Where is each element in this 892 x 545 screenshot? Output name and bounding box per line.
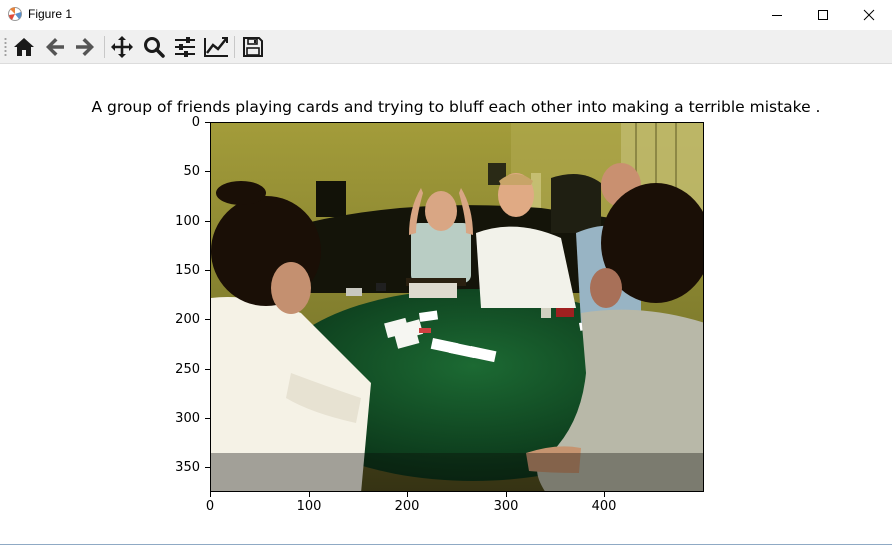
- edit-axis-button[interactable]: [202, 34, 230, 60]
- maximize-button[interactable]: [800, 0, 846, 30]
- y-tick-label: 100: [175, 214, 200, 229]
- minimize-icon: [772, 15, 782, 16]
- title-bar: Figure 1: [0, 0, 892, 30]
- back-button[interactable]: [41, 34, 69, 60]
- poker-table-photo: [211, 123, 703, 491]
- figure-title: A group of friends playing cards and try…: [91, 98, 821, 116]
- y-tick-label: 300: [175, 411, 200, 426]
- maximize-icon: [818, 10, 828, 20]
- x-tick: [407, 492, 408, 497]
- x-tick-label: 300: [493, 499, 519, 514]
- x-tick: [210, 492, 211, 497]
- zoom-button[interactable]: [140, 34, 168, 60]
- y-tick-label: 200: [175, 312, 200, 327]
- toolbar-separator: [234, 36, 235, 58]
- y-tick-label: 350: [175, 460, 200, 475]
- floppy-disk-icon: [243, 37, 263, 57]
- close-icon: [863, 9, 875, 21]
- y-tick-label: 0: [191, 115, 200, 130]
- window-title: Figure 1: [28, 7, 73, 21]
- line-chart-icon: [204, 37, 228, 57]
- y-tick-label: 50: [183, 164, 200, 179]
- configure-subplots-button[interactable]: [171, 34, 199, 60]
- home-button[interactable]: [10, 34, 38, 60]
- y-tick: [205, 122, 210, 123]
- y-tick: [205, 221, 210, 222]
- x-tick-label: 0: [205, 499, 215, 514]
- pan-button[interactable]: [108, 34, 136, 60]
- image-axes[interactable]: [210, 122, 704, 492]
- sliders-icon: [175, 37, 195, 57]
- x-tick: [309, 492, 310, 497]
- x-tick: [506, 492, 507, 497]
- y-tick-label: 150: [175, 263, 200, 278]
- x-tick: [604, 492, 605, 497]
- y-tick-label: 250: [175, 362, 200, 377]
- y-tick: [205, 369, 210, 370]
- save-button[interactable]: [239, 34, 267, 60]
- arrow-right-icon: [76, 38, 94, 56]
- figure-canvas[interactable]: A group of friends playing cards and try…: [0, 64, 892, 544]
- y-tick: [205, 319, 210, 320]
- toolbar-grip[interactable]: [4, 37, 7, 57]
- home-icon: [14, 38, 34, 56]
- minimize-button[interactable]: [754, 0, 800, 30]
- close-button[interactable]: [846, 0, 892, 30]
- move-icon: [111, 36, 133, 58]
- y-tick: [205, 270, 210, 271]
- magnifier-icon: [144, 37, 165, 58]
- x-tick-label: 400: [591, 499, 617, 514]
- y-tick: [205, 467, 210, 468]
- y-tick: [205, 171, 210, 172]
- forward-button[interactable]: [71, 34, 99, 60]
- toolbar-separator: [104, 36, 105, 58]
- arrow-left-icon: [46, 38, 64, 56]
- x-tick-label: 200: [394, 499, 420, 514]
- y-tick: [205, 418, 210, 419]
- matplotlib-app-icon: [8, 7, 22, 21]
- x-tick-label: 100: [296, 499, 322, 514]
- navigation-toolbar: [0, 30, 892, 64]
